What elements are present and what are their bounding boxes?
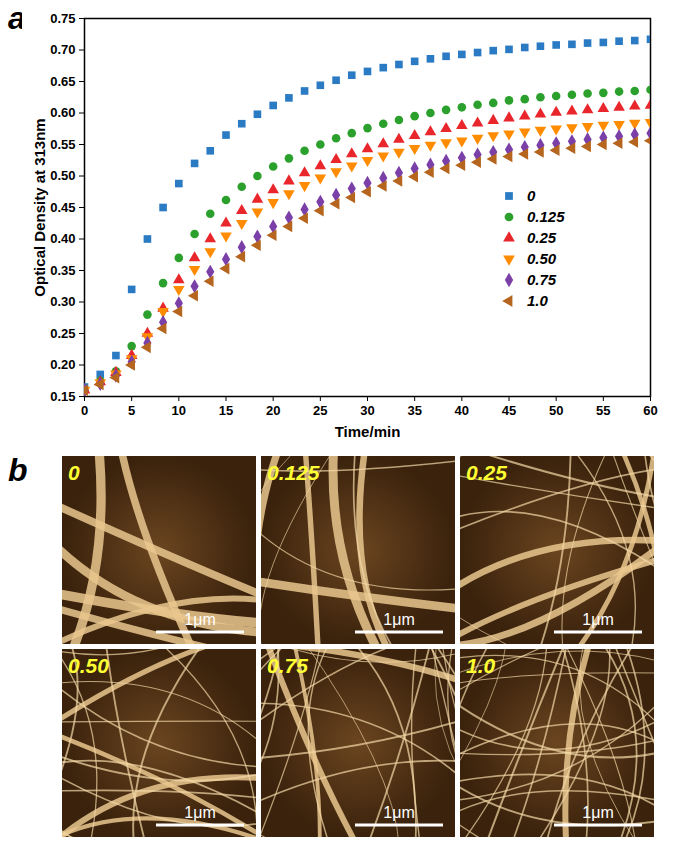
svg-text:45: 45 (502, 403, 516, 418)
svg-text:30: 30 (360, 403, 374, 418)
svg-text:35: 35 (407, 403, 421, 418)
svg-text:0: 0 (81, 403, 88, 418)
svg-text:55: 55 (596, 403, 610, 418)
svg-text:10: 10 (172, 403, 186, 418)
svg-text:1μm: 1μm (184, 804, 215, 821)
svg-text:1μm: 1μm (582, 611, 613, 628)
svg-text:0: 0 (68, 461, 80, 484)
svg-text:1.0: 1.0 (466, 654, 496, 677)
svg-text:1μm: 1μm (383, 804, 414, 821)
svg-text:Time/min: Time/min (335, 423, 401, 440)
html-text:0.125: 0.125 (527, 208, 565, 225)
svg-text:0.25: 0.25 (50, 326, 75, 341)
svg-text:60: 60 (643, 403, 657, 418)
svg-text:5: 5 (128, 403, 135, 418)
svg-text:25: 25 (313, 403, 327, 418)
html-text:a: a (8, 0, 26, 36)
html-text:0.75: 0.75 (527, 271, 557, 288)
svg-text:15: 15 (219, 403, 233, 418)
svg-text:0.75: 0.75 (267, 654, 308, 677)
svg-text:0.65: 0.65 (50, 74, 75, 89)
svg-text:0.50: 0.50 (68, 654, 109, 677)
html-text:0.25: 0.25 (527, 229, 557, 246)
svg-text:Optical Density at 313nm: Optical Density at 313nm (31, 118, 48, 296)
svg-text:0.125: 0.125 (267, 461, 320, 484)
svg-text:0.55: 0.55 (50, 137, 75, 152)
svg-text:20: 20 (266, 403, 280, 418)
svg-text:0.50: 0.50 (50, 168, 75, 183)
html-text:b: b (8, 452, 28, 488)
svg-text:0.30: 0.30 (50, 294, 75, 309)
svg-text:1μm: 1μm (383, 611, 414, 628)
svg-text:0.45: 0.45 (50, 200, 75, 215)
svg-text:0.40: 0.40 (50, 231, 75, 246)
svg-text:40: 40 (455, 403, 469, 418)
svg-text:0.20: 0.20 (50, 357, 75, 372)
svg-text:0.60: 0.60 (50, 105, 75, 120)
svg-text:50: 50 (549, 403, 563, 418)
svg-text:0.35: 0.35 (50, 263, 75, 278)
svg-text:1μm: 1μm (184, 611, 215, 628)
html-text:0: 0 (527, 187, 536, 204)
html-text:1.0: 1.0 (527, 292, 548, 309)
svg-text:0.25: 0.25 (466, 461, 507, 484)
svg-text:0.15: 0.15 (50, 389, 75, 404)
html-text:0.50: 0.50 (527, 250, 557, 267)
svg-text:1μm: 1μm (582, 804, 613, 821)
svg-text:0.70: 0.70 (50, 42, 75, 57)
svg-text:0.75: 0.75 (50, 11, 75, 26)
